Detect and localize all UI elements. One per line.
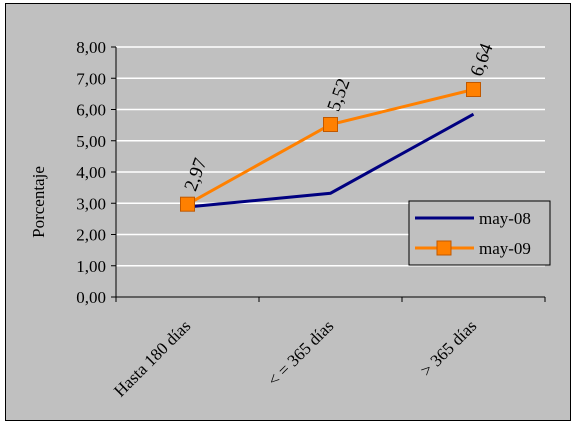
x-tick-label: < = 365 días (264, 316, 337, 389)
x-tick-label: > 365 días (417, 316, 481, 380)
series-group (180, 82, 481, 212)
legend-label: may-09 (479, 239, 531, 258)
x-tick-labels: Hasta 180 días < = 365 días > 365 días (110, 316, 480, 400)
y-tick-label: 1,00 (76, 257, 106, 276)
legend-label: may-08 (479, 209, 531, 228)
y-axis-title: Porcentaje (29, 166, 48, 238)
series-line-may-08 (187, 112, 475, 209)
data-point (180, 196, 195, 212)
x-tick-label: Hasta 180 días (110, 316, 194, 400)
data-point (323, 117, 338, 132)
y-tick-label: 8,00 (76, 38, 106, 57)
y-tick-labels: 0,00 1,00 2,00 3,00 4,00 5,00 6,00 7,00 8,00 (76, 38, 106, 307)
y-tick-label: 6,00 (76, 101, 106, 120)
data-point (466, 82, 481, 97)
axes (111, 46, 546, 302)
y-tick-label: 7,00 (76, 69, 106, 88)
data-label: 5,52 (323, 76, 354, 114)
data-label: 6,64 (466, 40, 497, 79)
legend-swatch-marker (436, 240, 452, 256)
y-tick-label: 0,00 (76, 288, 106, 307)
legend-box (408, 200, 551, 266)
y-tick-label: 3,00 (76, 194, 106, 213)
data-label: 2,97 (180, 155, 211, 193)
y-tick-label: 4,00 (76, 163, 106, 182)
data-labels: 2,97 5,52 6,64 (180, 40, 497, 194)
y-tick-label: 2,00 (76, 226, 106, 245)
y-tick-label: 5,00 (76, 132, 106, 151)
legend: may-08 may-09 (408, 200, 551, 266)
